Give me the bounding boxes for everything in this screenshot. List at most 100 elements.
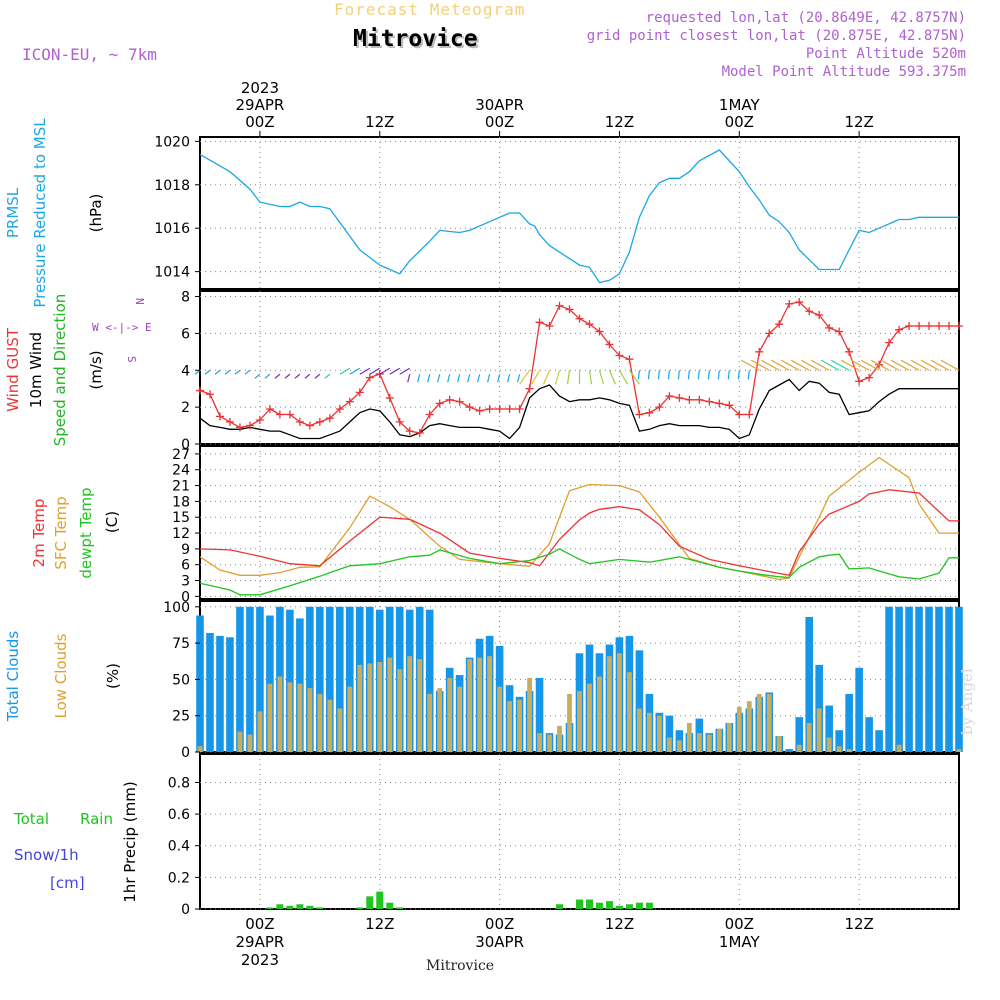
gust-marker [765,329,774,338]
wind-arrow [687,370,690,380]
time-label-top: 12Z [365,113,394,131]
gust-marker [905,322,914,331]
gust-marker [435,399,444,408]
time-label-bottom: 00Z [245,915,274,933]
sfc-temp-line [199,456,959,581]
gust-marker [795,298,804,307]
wind-frame [199,290,960,445]
low-cloud-bar [816,708,822,752]
ytick-label: 0 [181,589,190,605]
total-cloud-bar [226,637,234,752]
low-cloud-bar [766,693,772,752]
gust-marker [525,384,534,393]
gust-marker [255,416,264,425]
low-cloud-bar [666,737,672,752]
wind-arrow [840,359,860,371]
dewpt-line [199,548,959,596]
time-label-top: 30APR [475,96,524,114]
time-label-bottom: 12Z [365,915,394,933]
low-cloud-bar [487,656,493,752]
time-label-bottom: 12Z [605,915,634,933]
wind-arrow [487,374,491,383]
ytick-label: 6 [181,558,190,574]
low-cloud-bar [637,708,642,752]
low-cloud-bar [956,749,962,752]
low-cloud-bar [676,740,682,752]
total-cloud-bar [665,715,674,752]
product-title: Forecast Meteogram [334,0,526,19]
time-label-top: 00Z [245,113,274,131]
wind-arrow [244,369,251,375]
ytick-label: 1016 [154,221,190,237]
total-cloud-bar [196,615,204,752]
rain-bar [605,901,613,909]
gust-marker [196,386,204,395]
low-cloud-bar [746,701,752,752]
time-label-bottom: 12Z [844,915,873,933]
total-cloud-bar [835,730,843,752]
gust-marker [445,395,454,404]
total-cloud-bar [795,717,804,752]
total-cloud-bar [855,667,863,752]
rain-bar [286,905,294,909]
low-cloud-bar [387,657,393,752]
temperature-ylabel: (C) [103,511,121,533]
wind-arrow [618,369,628,385]
low-cloud-bar [627,672,632,752]
low-cloud-bar [257,711,263,752]
low-cloud-bar [597,676,602,752]
wind-arrow [324,373,331,379]
low-cloud-bar [477,657,483,752]
gust-marker [415,428,424,437]
wind-arrow [369,367,381,375]
rain-bar [615,905,623,909]
ytick-label: 18 [172,494,190,510]
gust-marker [675,393,684,402]
wind-ylabel: (m/s) [87,350,105,389]
low-cloud-bar [397,669,403,752]
rain-bar [635,902,643,909]
gust-marker [555,301,564,310]
wind-arrow [284,373,291,379]
low-cloud-bar [427,693,433,752]
low-cloud-bar [776,736,782,752]
rain-bar [276,904,284,909]
total-cloud-bar [246,606,254,752]
low-cloud-bar [347,686,353,752]
wind-ylabel: Speed and Direction [51,294,69,447]
low-cloud-bar [607,656,612,752]
low-cloud-bar [577,691,582,752]
rain-bar [366,896,374,909]
temperature-ylabel: SFC Temp [52,496,70,569]
wind-arrow [349,367,361,375]
low-cloud-bar [437,688,443,752]
ytick-label: 50 [172,672,190,688]
gust-marker [925,322,934,331]
wind-arrow [304,373,311,379]
ytick-label: 0.6 [168,807,190,823]
low-cloud-bar [647,712,652,752]
gust-marker [775,320,784,329]
ytick-label: 15 [172,510,190,526]
wind-arrow [830,359,850,371]
low-cloud-bar [287,682,293,752]
wind-arrow [427,374,431,383]
total-cloud-bar [286,609,294,752]
wind-arrow [747,370,750,380]
wind-arrow [417,374,421,383]
wind-arrow [467,374,471,383]
total-cloud-bar [635,650,644,752]
gust-marker [295,417,304,426]
wind-arrow [507,374,511,383]
time-label-top: 00Z [725,113,754,131]
wind-arrow [516,374,521,383]
total-cloud-bar [945,606,953,752]
low-cloud-bar [696,733,702,752]
time-label-bottom: 29APR [236,933,285,951]
total-cloud-bar [805,616,813,752]
wind-arrow [531,369,541,385]
watermark: by Angel [958,668,976,735]
low-cloud-bar [567,693,572,752]
total-cloud-bar [336,606,344,752]
